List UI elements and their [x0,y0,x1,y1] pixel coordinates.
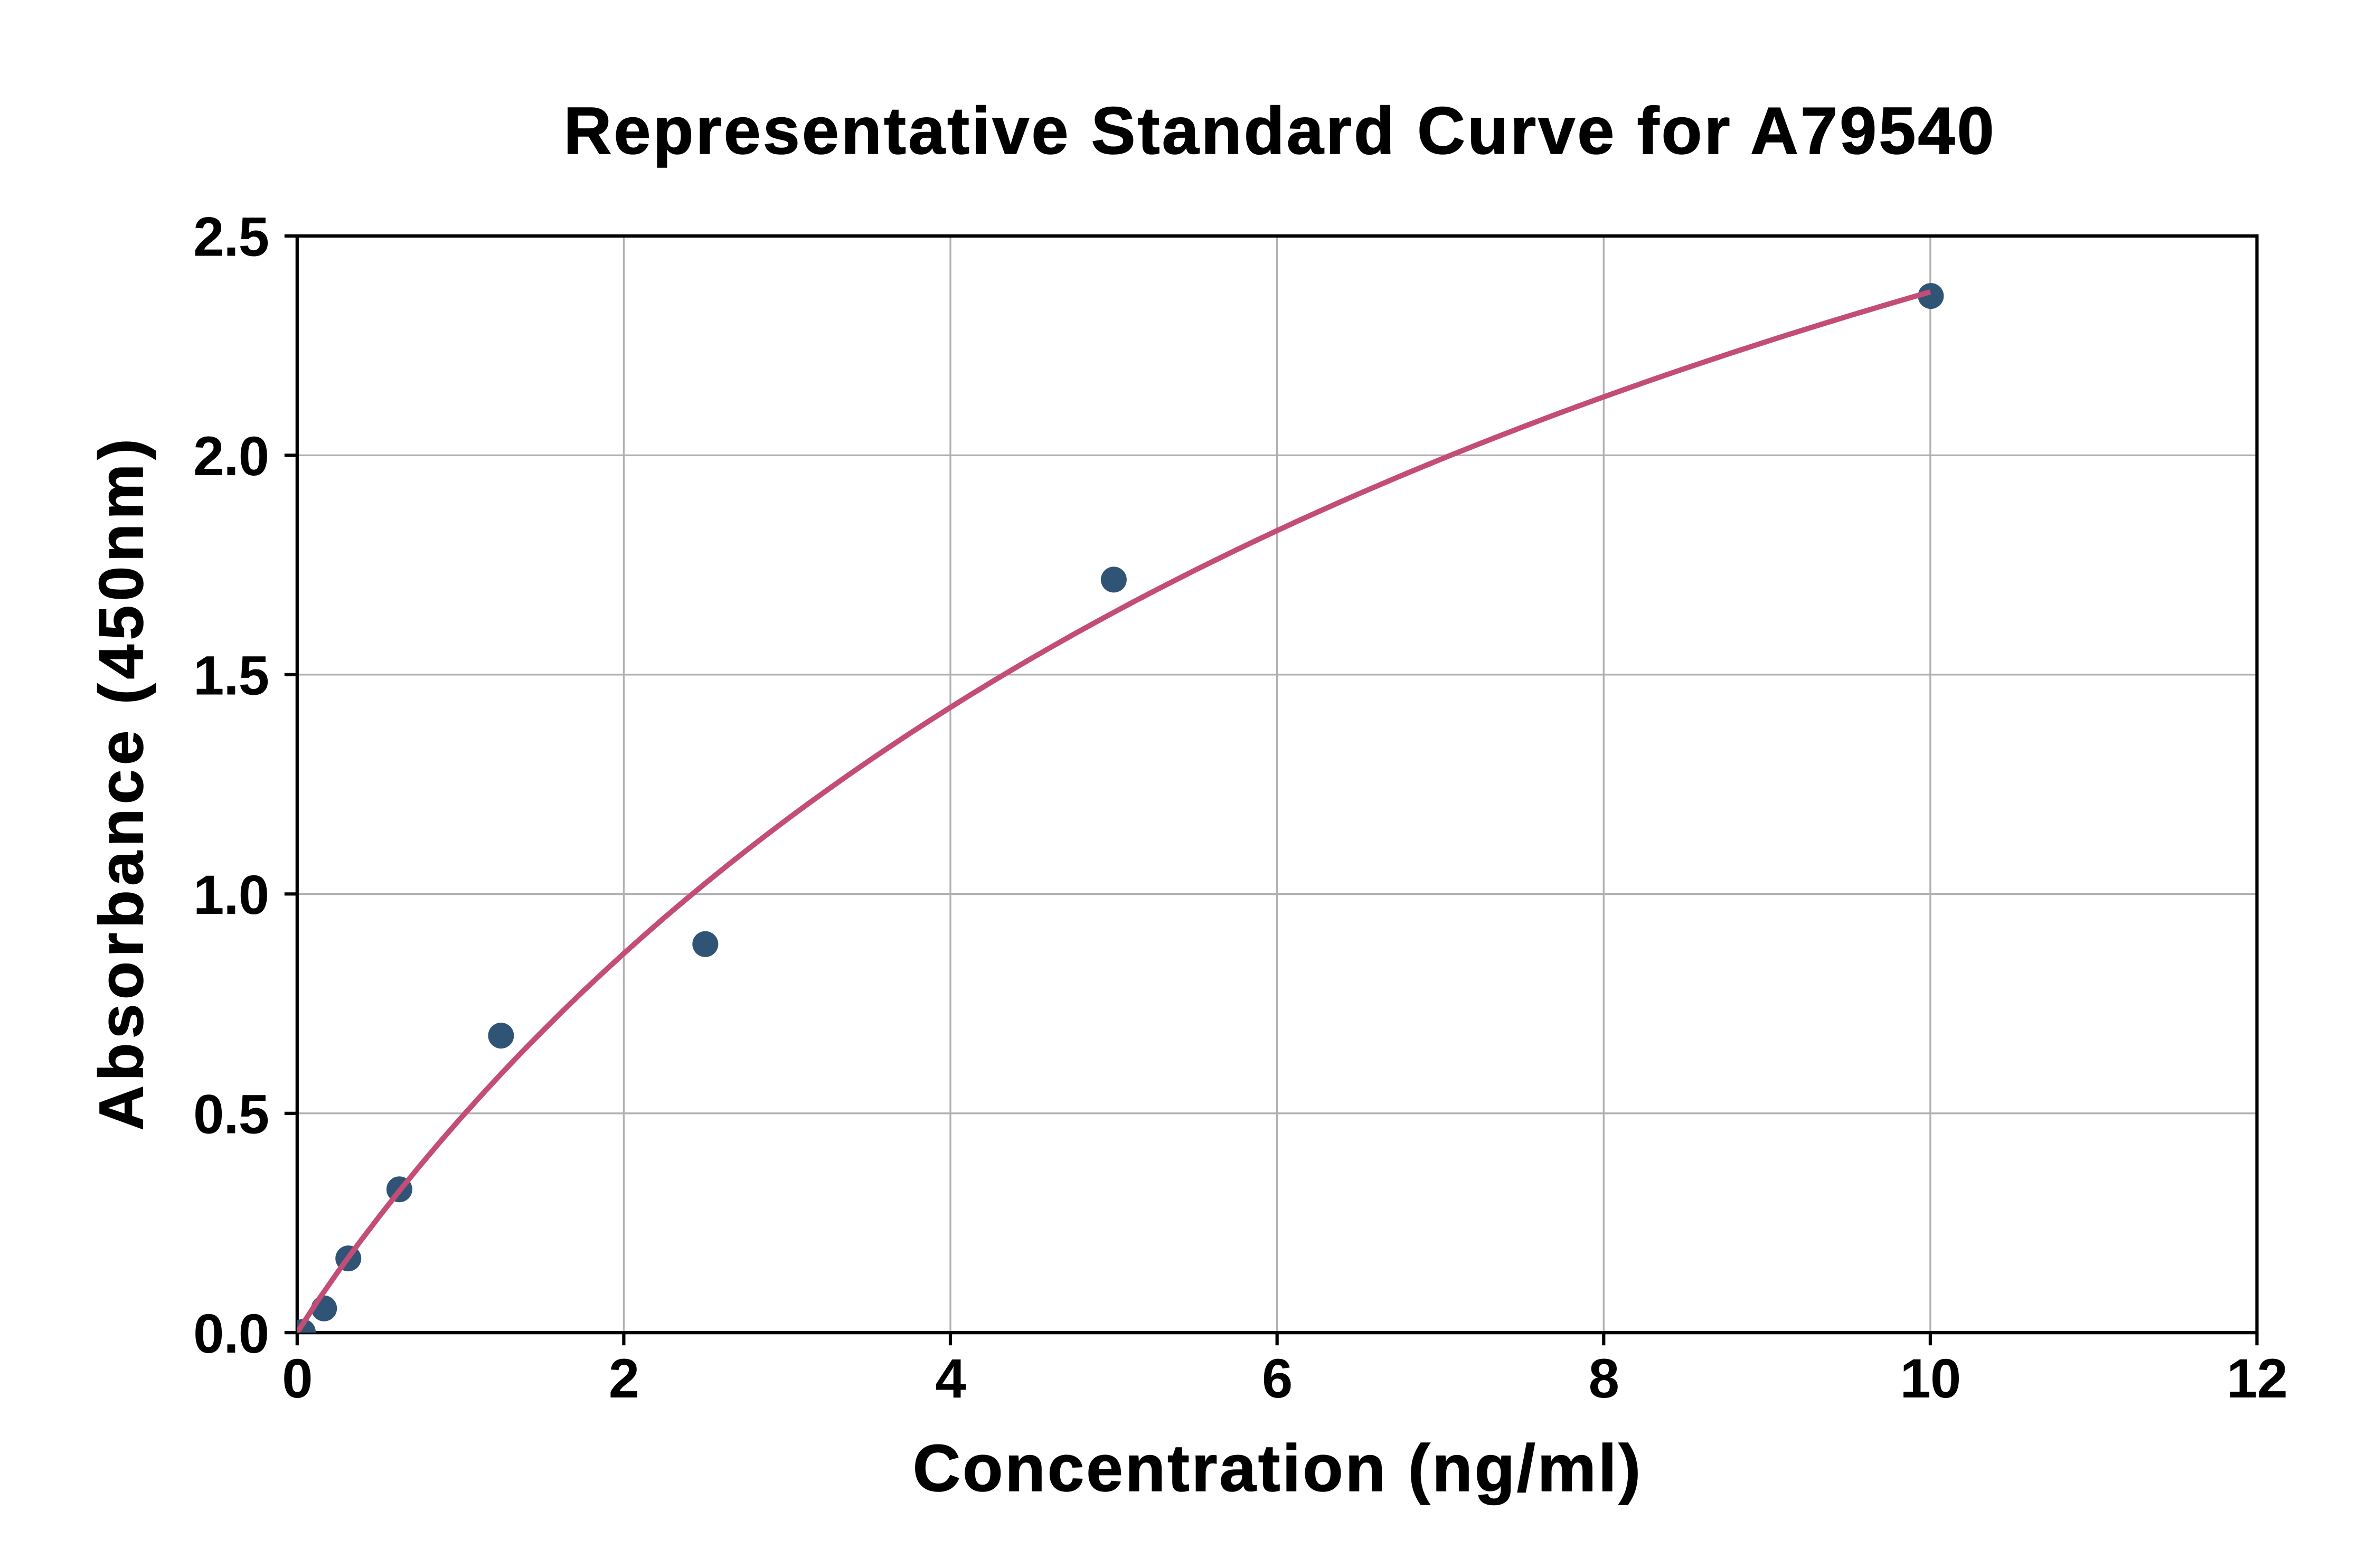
svg-text:0: 0 [282,1348,312,1410]
svg-text:0.0: 0.0 [193,1303,269,1365]
svg-text:4: 4 [935,1348,966,1410]
svg-text:2.0: 2.0 [193,426,269,487]
svg-text:10: 10 [1900,1348,1961,1410]
svg-text:1.5: 1.5 [193,645,269,707]
svg-text:8: 8 [1589,1348,1619,1410]
svg-text:Concentration (ng/ml): Concentration (ng/ml) [913,1432,1643,1505]
svg-text:6: 6 [1262,1348,1292,1410]
svg-text:Representative Standard Curve: Representative Standard Curve for A79540 [563,93,1996,168]
svg-text:Absorbance (450nm): Absorbance (450nm) [87,434,156,1130]
svg-text:2.5: 2.5 [193,206,269,268]
svg-text:1.0: 1.0 [193,864,269,926]
svg-text:12: 12 [2227,1348,2287,1410]
svg-text:0.5: 0.5 [193,1083,269,1145]
svg-text:2: 2 [609,1348,639,1410]
